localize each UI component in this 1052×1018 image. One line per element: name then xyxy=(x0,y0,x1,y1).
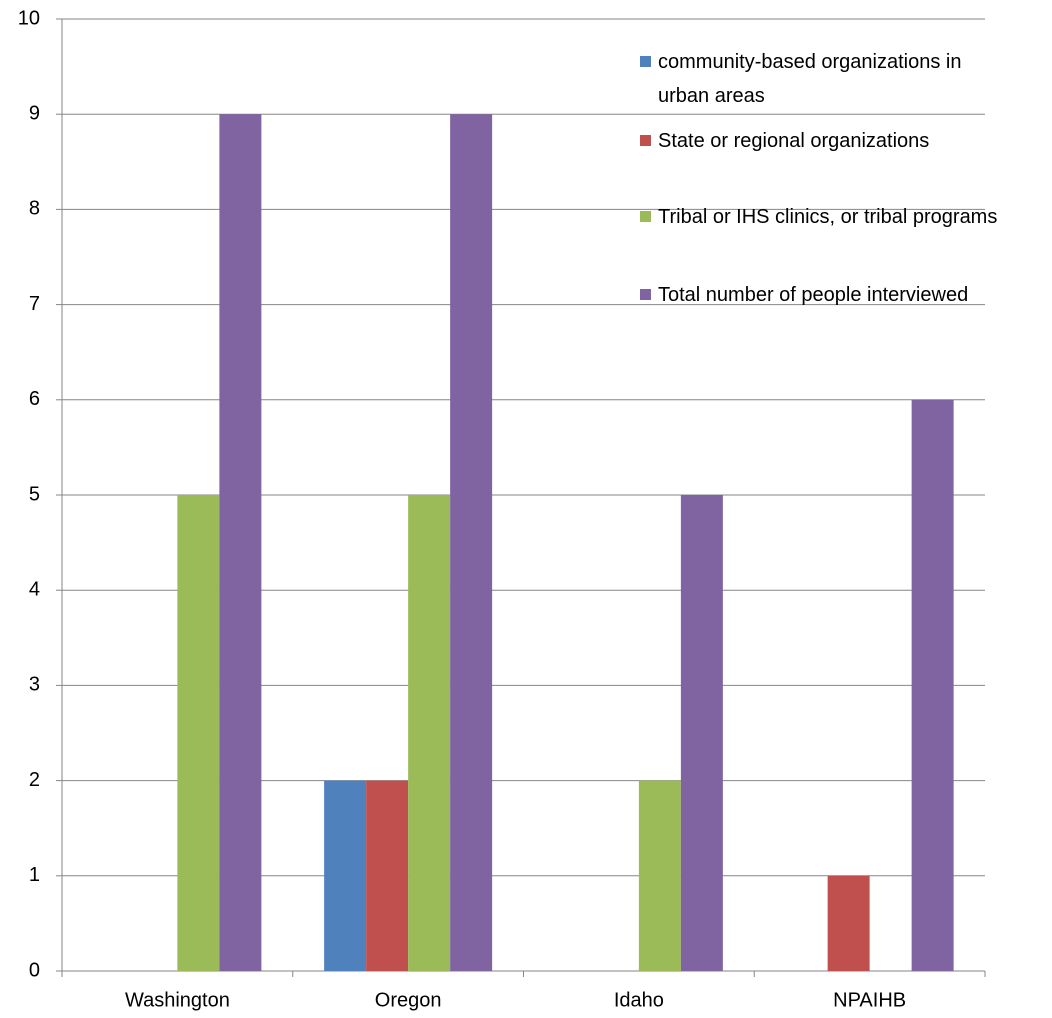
y-tick-label: 3 xyxy=(29,674,40,696)
bar xyxy=(827,875,870,971)
legend-swatch xyxy=(640,211,651,222)
y-tick-label: 8 xyxy=(29,198,40,220)
legend-item: State or regional organizations xyxy=(640,124,1040,158)
bar xyxy=(408,495,451,971)
y-tick-label: 1 xyxy=(29,864,40,886)
legend-item: community-based organizations in urban a… xyxy=(640,45,1040,113)
y-tick-label: 10 xyxy=(18,7,40,29)
legend-swatch xyxy=(640,56,651,67)
x-tick-label: NPAIHB xyxy=(833,989,906,1011)
x-tick-label: Oregon xyxy=(375,989,442,1011)
bar xyxy=(450,114,493,971)
legend-label: community-based organizations in urban a… xyxy=(658,51,962,107)
bar xyxy=(680,495,723,971)
legend-swatch xyxy=(640,135,651,146)
y-tick-label: 0 xyxy=(29,959,40,981)
y-tick-label: 4 xyxy=(29,578,40,600)
legend-label: Total number of people interviewed xyxy=(658,284,969,306)
y-tick-label: 5 xyxy=(29,483,40,505)
legend-label: State or regional organizations xyxy=(658,130,930,152)
y-tick-label: 9 xyxy=(29,102,40,124)
bar xyxy=(324,780,367,971)
legend-item: Total number of people interviewed xyxy=(640,278,1040,312)
bar xyxy=(366,780,409,971)
x-tick-label: Washington xyxy=(125,989,230,1011)
x-tick-label: Idaho xyxy=(614,989,664,1011)
bar xyxy=(177,495,220,971)
legend-item: Tribal or IHS clinics, or tribal program… xyxy=(640,200,1040,234)
y-tick-label: 6 xyxy=(29,388,40,410)
bar xyxy=(638,780,681,971)
y-tick-label: 2 xyxy=(29,769,40,791)
bar xyxy=(219,114,262,971)
y-tick-label: 7 xyxy=(29,293,40,315)
legend-label: Tribal or IHS clinics, or tribal program… xyxy=(658,206,998,228)
bar xyxy=(911,399,954,971)
legend-swatch xyxy=(640,289,651,300)
